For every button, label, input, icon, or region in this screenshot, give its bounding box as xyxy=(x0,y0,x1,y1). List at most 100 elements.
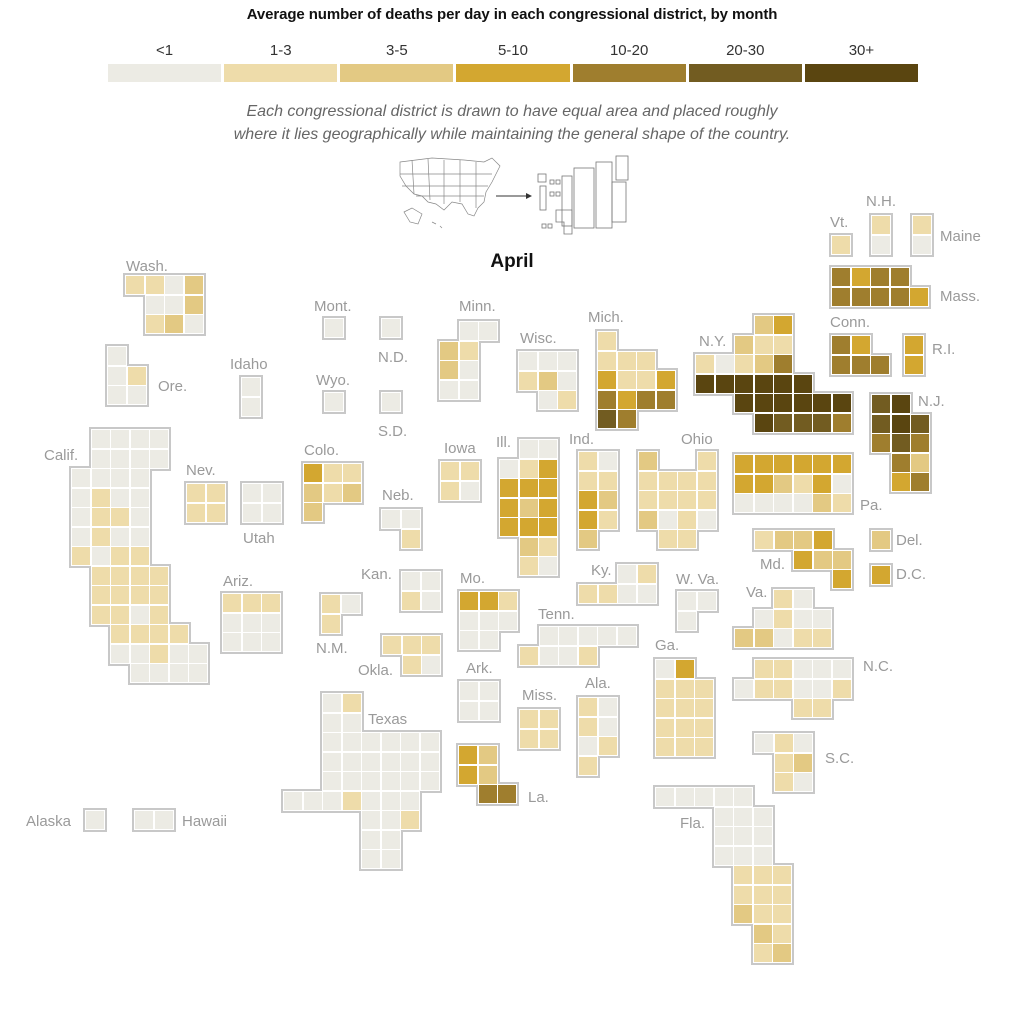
district-cell[interactable] xyxy=(518,370,538,391)
district-cell[interactable] xyxy=(361,790,381,811)
district-cell[interactable] xyxy=(222,593,242,613)
district-cell[interactable] xyxy=(792,659,813,679)
district-cell[interactable] xyxy=(478,681,499,701)
district-cell[interactable] xyxy=(578,755,598,776)
district-cell[interactable] xyxy=(890,433,911,453)
district-cell[interactable] xyxy=(71,487,91,508)
district-cell[interactable] xyxy=(597,736,618,756)
district-cell[interactable] xyxy=(222,632,242,652)
district-cell[interactable] xyxy=(400,509,421,529)
district-cell[interactable] xyxy=(322,463,343,483)
district-cell[interactable] xyxy=(71,468,91,488)
district-cell[interactable] xyxy=(773,334,793,355)
district-cell[interactable] xyxy=(302,790,323,811)
district-cell[interactable] xyxy=(518,497,539,518)
district-cell[interactable] xyxy=(597,331,617,351)
district-cell[interactable] xyxy=(773,454,793,474)
district-cell[interactable] xyxy=(752,806,773,827)
district-cell[interactable] xyxy=(459,630,479,650)
district-cell[interactable] xyxy=(871,433,891,453)
district-cell[interactable] xyxy=(889,286,910,307)
district-cell[interactable] xyxy=(733,806,753,827)
district-cell[interactable] xyxy=(616,389,637,410)
district-cell[interactable] xyxy=(597,470,618,491)
district-cell[interactable] xyxy=(205,502,226,523)
district-cell[interactable] xyxy=(753,608,774,629)
district-cell[interactable] xyxy=(361,849,381,869)
district-cell[interactable] xyxy=(90,429,111,449)
district-cell[interactable] xyxy=(322,482,343,503)
district-cell[interactable] xyxy=(831,267,851,287)
district-cell[interactable] xyxy=(361,771,381,791)
district-cell[interactable] xyxy=(657,509,678,530)
district-cell[interactable] xyxy=(871,565,891,585)
district-cell[interactable] xyxy=(458,321,479,341)
district-cell[interactable] xyxy=(129,565,150,586)
district-cell[interactable] xyxy=(90,565,111,586)
district-cell[interactable] xyxy=(754,530,774,550)
district-cell[interactable] xyxy=(538,536,558,557)
district-cell[interactable] xyxy=(871,234,891,255)
district-cell[interactable] xyxy=(188,643,208,664)
district-cell[interactable] xyxy=(188,663,208,683)
district-cell[interactable] xyxy=(889,267,910,287)
district-cell[interactable] xyxy=(636,370,656,390)
district-cell[interactable] xyxy=(713,845,734,866)
district-cell[interactable] xyxy=(831,659,852,679)
district-cell[interactable] xyxy=(870,354,890,375)
district-cell[interactable] xyxy=(578,529,598,549)
district-cell[interactable] xyxy=(733,845,753,866)
district-cell[interactable] xyxy=(499,458,519,479)
district-cell[interactable] xyxy=(772,884,792,905)
district-cell[interactable] xyxy=(734,393,754,413)
district-cell[interactable] xyxy=(696,451,717,471)
district-cell[interactable] xyxy=(597,716,618,737)
district-cell[interactable] xyxy=(519,728,539,749)
district-cell[interactable] xyxy=(578,451,598,471)
district-cell[interactable] xyxy=(261,502,282,523)
district-cell[interactable] xyxy=(753,315,774,335)
district-cell[interactable] xyxy=(597,370,617,390)
district-cell[interactable] xyxy=(850,286,871,307)
district-cell[interactable] xyxy=(812,454,832,474)
district-cell[interactable] xyxy=(183,294,204,315)
district-cell[interactable] xyxy=(557,351,577,371)
district-cell[interactable] xyxy=(478,630,499,650)
district-cell[interactable] xyxy=(341,771,362,791)
district-cell[interactable] xyxy=(655,389,676,410)
district-cell[interactable] xyxy=(381,509,401,529)
district-cell[interactable] xyxy=(772,865,792,885)
district-cell[interactable] xyxy=(459,681,479,701)
district-cell[interactable] xyxy=(677,470,697,491)
district-cell[interactable] xyxy=(380,849,401,869)
district-cell[interactable] xyxy=(597,451,618,471)
district-cell[interactable] xyxy=(149,624,169,644)
district-cell[interactable] xyxy=(773,373,793,394)
district-cell[interactable] xyxy=(499,478,519,498)
district-cell[interactable] xyxy=(321,594,341,614)
district-cell[interactable] xyxy=(110,448,130,469)
district-cell[interactable] xyxy=(636,564,657,584)
district-cell[interactable] xyxy=(890,452,911,473)
district-cell[interactable] xyxy=(134,810,154,830)
district-cell[interactable] xyxy=(812,473,832,494)
district-cell[interactable] xyxy=(850,335,871,355)
district-cell[interactable] xyxy=(890,394,911,414)
district-cell[interactable] xyxy=(638,490,658,510)
district-cell[interactable] xyxy=(773,530,794,550)
district-cell[interactable] xyxy=(401,654,422,675)
district-cell[interactable] xyxy=(638,509,658,530)
district-cell[interactable] xyxy=(655,370,676,390)
district-cell[interactable] xyxy=(164,314,184,334)
district-cell[interactable] xyxy=(912,234,932,255)
district-cell[interactable] xyxy=(341,732,362,752)
district-cell[interactable] xyxy=(636,583,657,604)
district-cell[interactable] xyxy=(478,591,499,611)
district-cell[interactable] xyxy=(752,884,773,905)
district-cell[interactable] xyxy=(890,413,911,434)
district-cell[interactable] xyxy=(793,733,813,753)
district-cell[interactable] xyxy=(149,663,169,683)
district-cell[interactable] xyxy=(168,643,189,664)
district-cell[interactable] xyxy=(909,286,929,307)
district-cell[interactable] xyxy=(912,215,932,235)
